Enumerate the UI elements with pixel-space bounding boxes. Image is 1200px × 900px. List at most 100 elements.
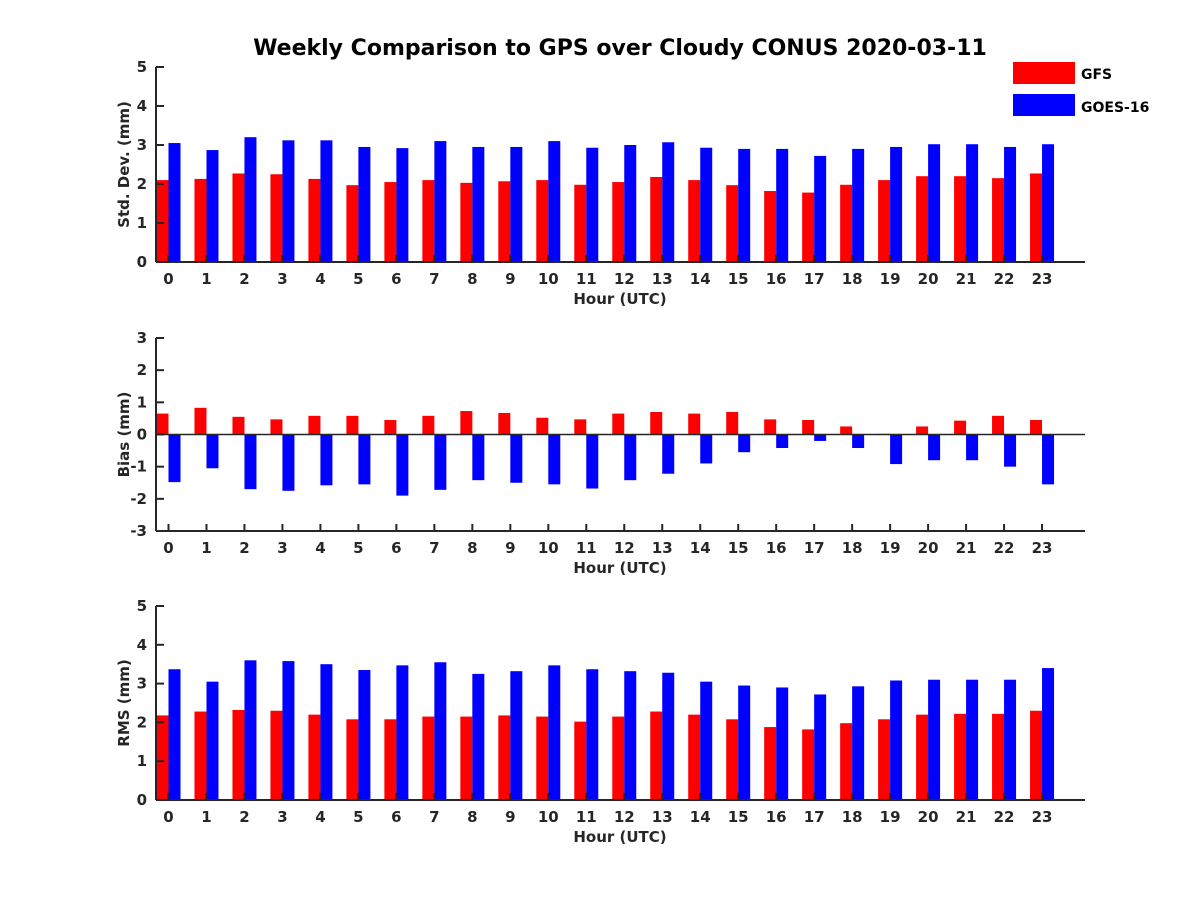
x-tick-label: 23 [1032,808,1053,826]
chart-title: Weekly Comparison to GPS over Cloudy CON… [253,36,987,61]
x-tick-label: 8 [467,808,477,826]
bar-goes16-hour-0 [168,143,181,262]
bar-goes16-hour-11 [586,147,599,262]
bar-gfs-hour-7 [422,415,435,435]
bar-gfs-hour-4 [308,415,321,435]
bar-goes16-hour-11 [586,669,599,800]
bar-gfs-hour-12 [612,413,625,435]
x-tick-label: 14 [690,270,711,288]
bar-gfs-hour-13 [650,711,663,800]
bar-goes16-hour-2 [244,434,257,490]
bar-goes16-hour-16 [776,434,789,449]
bar-goes16-hour-23 [1042,144,1055,262]
bar-goes16-hour-8 [472,434,485,481]
bar-goes16-hour-20 [928,144,941,262]
x-tick-label: 12 [614,539,635,557]
bar-goes16-hour-23 [1042,434,1055,485]
y-tick-label: -1 [130,458,147,476]
bar-goes16-hour-3 [282,434,295,491]
bar-goes16-hour-9 [510,671,523,800]
bar-goes16-hour-6 [396,665,409,800]
x-tick-label: 16 [766,539,787,557]
bar-gfs-hour-14 [688,714,701,800]
bar-gfs-hour-18 [840,426,853,435]
bar-gfs-hour-13 [650,176,663,262]
y-tick-label: -3 [130,522,147,540]
bar-goes16-hour-20 [928,679,941,800]
x-tick-label: 18 [842,539,863,557]
bar-goes16-hour-4 [320,434,333,486]
x-tick-label: 11 [576,539,597,557]
bar-gfs-hour-8 [460,716,473,800]
x-tick-label: 19 [880,270,901,288]
x-tick-label: 22 [994,808,1015,826]
bar-gfs-hour-16 [764,727,777,800]
y-axis-label: RMS (mm) [115,659,133,746]
x-tick-label: 13 [652,808,673,826]
bar-gfs-hour-2 [232,709,245,800]
bar-goes16-hour-14 [700,434,713,464]
y-tick-label: 4 [137,636,147,654]
x-tick-label: 13 [652,270,673,288]
x-tick-label: 7 [429,808,439,826]
bar-goes16-hour-3 [282,661,295,800]
bar-goes16-hour-15 [738,148,751,262]
bar-goes16-hour-21 [966,679,979,800]
bar-gfs-hour-21 [954,176,967,262]
bar-goes16-hour-13 [662,672,675,800]
bar-gfs-hour-3 [270,419,283,435]
x-tick-label: 12 [614,270,635,288]
bar-gfs-hour-0 [156,180,169,262]
bar-goes16-hour-13 [662,142,675,262]
y-axis-label: Bias (mm) [115,392,133,478]
bar-goes16-hour-9 [510,146,523,262]
bar-goes16-hour-10 [548,665,561,800]
bar-gfs-hour-18 [840,723,853,800]
bar-goes16-hour-0 [168,434,181,483]
bar-goes16-hour-22 [1004,679,1017,800]
bar-gfs-hour-5 [346,719,359,800]
bar-gfs-hour-3 [270,174,283,262]
x-tick-label: 4 [315,539,325,557]
y-tick-label: 2 [137,713,147,731]
bar-goes16-hour-1 [206,681,219,800]
bar-gfs-hour-9 [498,181,511,262]
bar-goes16-hour-5 [358,146,371,262]
bar-goes16-hour-15 [738,434,751,453]
x-tick-label: 0 [163,539,173,557]
x-tick-label: 3 [277,539,287,557]
bar-goes16-hour-17 [814,694,827,800]
x-tick-label: 14 [690,539,711,557]
x-tick-label: 19 [880,808,901,826]
bar-gfs-hour-6 [384,182,397,262]
x-axis-label: Hour (UTC) [573,559,666,577]
x-tick-label: 0 [163,270,173,288]
x-tick-label: 12 [614,808,635,826]
bar-goes16-hour-22 [1004,434,1017,467]
legend-label-goes16: GOES-16 [1081,100,1149,116]
x-tick-label: 19 [880,539,901,557]
bar-gfs-hour-22 [992,178,1005,262]
x-tick-label: 11 [576,270,597,288]
bar-goes16-hour-13 [662,434,675,474]
y-tick-label: 3 [137,675,147,693]
bar-goes16-hour-0 [168,669,181,800]
bar-gfs-hour-6 [384,719,397,800]
bar-gfs-hour-10 [536,716,549,800]
bar-goes16-hour-3 [282,140,295,262]
bar-goes16-hour-22 [1004,146,1017,262]
bar-gfs-hour-6 [384,420,397,435]
bar-gfs-hour-21 [954,420,967,435]
x-tick-label: 0 [163,808,173,826]
x-tick-label: 17 [804,808,825,826]
x-tick-label: 6 [391,270,401,288]
x-tick-label: 17 [804,539,825,557]
bar-gfs-hour-7 [422,180,435,262]
bar-goes16-hour-19 [890,680,903,800]
x-tick-label: 20 [918,539,939,557]
bar-goes16-hour-6 [396,434,409,496]
bar-gfs-hour-19 [878,719,891,800]
bar-gfs-hour-1 [194,407,207,435]
